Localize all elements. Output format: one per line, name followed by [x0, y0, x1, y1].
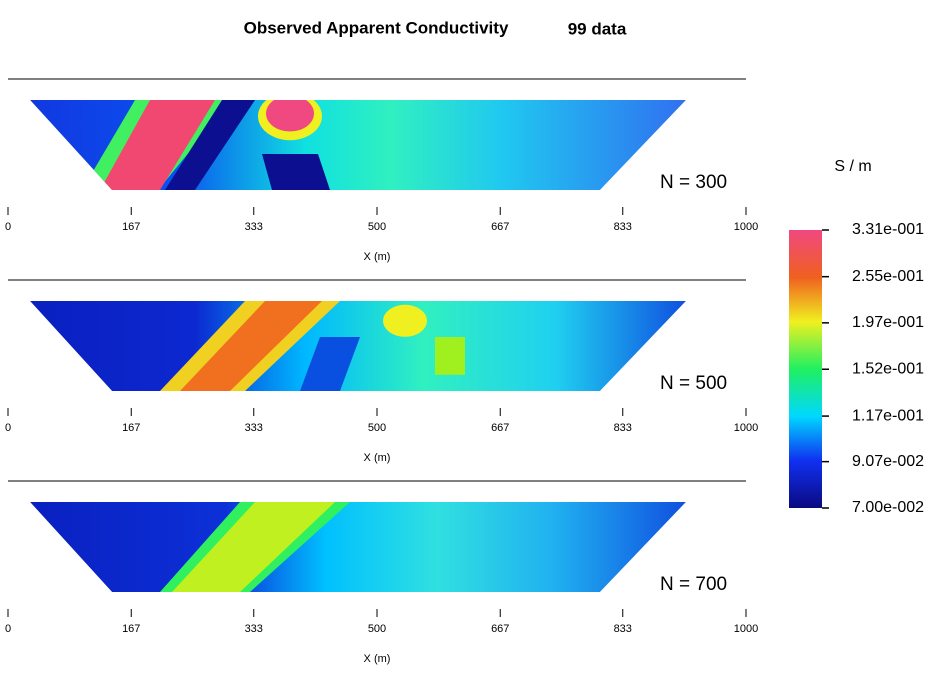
x-tick-label: 333 — [245, 623, 263, 635]
x-tick-label: 1000 — [734, 422, 758, 434]
section-background — [30, 301, 686, 391]
section-band — [180, 301, 322, 391]
colorbar-tick-label: 1.97e-001 — [852, 314, 924, 331]
section-blob — [266, 100, 314, 132]
title: Observed Apparent Conductivity — [244, 18, 509, 37]
colorbar-title: S / m — [834, 158, 871, 175]
colorbar — [789, 230, 822, 508]
section-background — [30, 502, 686, 592]
section-blob — [435, 337, 465, 375]
pseudosection — [30, 100, 686, 190]
section-blob — [383, 304, 427, 337]
x-tick-label: 0 — [5, 221, 11, 233]
x-tick-label: 833 — [614, 623, 632, 635]
colorbar-tick-label: 1.17e-001 — [852, 407, 924, 424]
x-tick-label: 667 — [491, 422, 509, 434]
x-tick-label: 667 — [491, 623, 509, 635]
section-band — [100, 100, 215, 190]
colorbar-tick-label: 3.31e-001 — [852, 221, 924, 238]
x-axis-label: X (m) — [364, 251, 391, 263]
x-tick-label: 500 — [368, 221, 386, 233]
x-tick-label: 833 — [614, 221, 632, 233]
x-tick-label: 0 — [5, 623, 11, 635]
colorbar-tick-label: 9.07e-002 — [852, 453, 924, 470]
x-tick-label: 1000 — [734, 623, 758, 635]
pseudosection — [30, 301, 686, 391]
x-tick-label: 167 — [122, 221, 140, 233]
section-band — [300, 337, 360, 391]
section-band — [165, 100, 255, 190]
x-tick-label: 1000 — [734, 221, 758, 233]
x-tick-label: 500 — [368, 623, 386, 635]
section-band — [172, 502, 335, 592]
x-tick-label: 667 — [491, 221, 509, 233]
x-axis-label: X (m) — [364, 653, 391, 665]
panel-label: N = 500 — [660, 373, 727, 394]
x-tick-label: 333 — [245, 221, 263, 233]
section-band — [262, 154, 330, 190]
x-tick-label: 0 — [5, 422, 11, 434]
colorbar-tick-label: 7.00e-002 — [852, 499, 924, 516]
x-tick-label: 167 — [122, 422, 140, 434]
colorbar-tick-label: 2.55e-001 — [852, 268, 924, 285]
subtitle: 99 data — [568, 19, 627, 38]
pseudosection — [30, 502, 686, 592]
x-axis-label: X (m) — [364, 452, 391, 464]
x-tick-label: 500 — [368, 422, 386, 434]
x-tick-label: 333 — [245, 422, 263, 434]
colorbar-tick-label: 1.52e-001 — [852, 360, 924, 377]
x-tick-label: 167 — [122, 623, 140, 635]
panel-label: N = 300 — [660, 172, 727, 193]
panel-label: N = 700 — [660, 574, 727, 595]
x-tick-label: 833 — [614, 422, 632, 434]
